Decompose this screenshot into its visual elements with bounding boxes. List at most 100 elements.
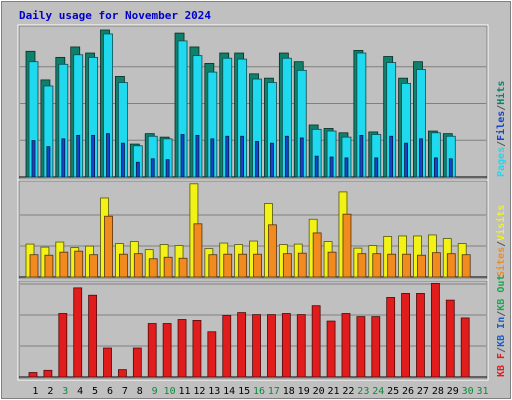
sites-bar [357, 253, 367, 278]
middle-panel [17, 179, 489, 281]
pages-bar [91, 134, 96, 178]
sites-bar [431, 252, 441, 278]
kb-f-bar [88, 294, 98, 378]
sites-bar [74, 250, 84, 278]
x-tick-label: 27 [417, 386, 429, 397]
legend-entry: KB In [496, 317, 507, 347]
sites-bar [446, 253, 456, 278]
x-tick-label: 25 [387, 386, 399, 397]
bottom-panel-frame-inner [18, 280, 488, 380]
x-tick-label: 8 [137, 386, 143, 397]
kb-f-bar [237, 312, 247, 378]
sites-bar [417, 254, 426, 278]
legend-entry: Hits [495, 81, 507, 105]
sites-bar [208, 254, 218, 278]
kb-f-bar [43, 369, 53, 378]
top-panel [17, 24, 489, 181]
sites-bar [282, 253, 292, 278]
x-tick-label: 31 [477, 386, 489, 397]
pages-bar [419, 138, 423, 178]
top-panel-frame-inner [18, 25, 488, 180]
kb-f-bar [28, 372, 38, 378]
pages-bar [180, 134, 185, 178]
x-tick-label: 16 [253, 386, 265, 397]
pages-bar [374, 157, 379, 178]
kb-f-bar [430, 283, 440, 378]
x-tick-label: 2 [47, 386, 53, 397]
kb-f-bar [371, 316, 381, 378]
kb-f-bar [252, 314, 261, 378]
pages-bar [284, 135, 289, 178]
sites-bar [104, 215, 113, 278]
kb-f-bar [326, 320, 336, 378]
pages-bar [299, 137, 304, 178]
x-tick-label: 24 [372, 386, 384, 397]
x-tick-label: 5 [92, 386, 98, 397]
x-tick-label: 10 [164, 386, 176, 397]
pages-bar [106, 133, 110, 178]
x-tick-label: 18 [283, 386, 295, 397]
pages-bar [270, 142, 274, 178]
kb-f-bar [356, 316, 366, 378]
kb-f-bar [267, 314, 276, 378]
legend-entry: / [496, 241, 507, 247]
pages-bar [344, 157, 349, 178]
pages-bar [240, 135, 245, 178]
sites-bar [223, 253, 233, 278]
legend-entry: KB Out [496, 275, 507, 311]
kb-f-bar [386, 297, 396, 378]
x-tick-label: 13 [208, 386, 220, 397]
legend-entry: Files [495, 111, 507, 141]
sites-bar [327, 251, 337, 278]
sites-bar [178, 257, 188, 278]
kb-f-bar [311, 305, 321, 378]
pages-bar [329, 156, 334, 178]
kb-f-bar [73, 287, 83, 378]
sites-bar [148, 258, 158, 278]
sites-bar [89, 254, 99, 278]
kb-f-bar [162, 323, 172, 378]
x-tick-label: 22 [342, 386, 354, 397]
legend-entry: / [496, 347, 507, 353]
pages-bar [314, 155, 319, 178]
sites-bar [163, 256, 173, 278]
x-tick-label: 6 [107, 386, 113, 397]
bottom-panel [17, 279, 489, 381]
sites-bar [342, 213, 352, 278]
kb-f-bar [103, 347, 112, 378]
bottom-legend: KB F/KB In/KB Out [496, 275, 507, 377]
kb-f-bar [401, 293, 410, 378]
x-tick-label: 11 [178, 386, 190, 397]
x-tick-label: 17 [268, 386, 280, 397]
sites-bar [402, 253, 411, 278]
sites-bar [253, 253, 262, 278]
kb-f-bar [222, 315, 232, 378]
x-tick-label: 29 [447, 386, 459, 397]
x-tick-label: 7 [122, 386, 128, 397]
pages-bar [150, 158, 155, 178]
sites-bar [29, 254, 39, 278]
pages-bar [404, 142, 408, 178]
kb-f-bar [132, 347, 142, 378]
pages-bar [225, 135, 230, 178]
kb-f-bar [341, 313, 351, 378]
sites-bar [372, 253, 382, 278]
pages-bar [46, 146, 51, 178]
legend-entry: Sites [495, 247, 507, 277]
middle-panel-frame-inner [18, 180, 488, 280]
sites-bar [44, 254, 54, 278]
x-tick-label: 30 [462, 386, 474, 397]
x-tick-label: 3 [62, 386, 68, 397]
pages-bar [76, 134, 81, 178]
pages-bar [433, 157, 438, 178]
kb-f-bar [118, 369, 127, 378]
pages-bar [135, 161, 140, 178]
middle-legend: Sites/Visits [495, 205, 507, 277]
sites-bar [119, 253, 128, 278]
pages-bar [448, 158, 453, 178]
kb-f-bar [58, 313, 68, 378]
kb-f-bar [177, 319, 187, 378]
top-legend: Pages/Files/Hits [495, 81, 507, 177]
x-tick-label: 23 [357, 386, 369, 397]
